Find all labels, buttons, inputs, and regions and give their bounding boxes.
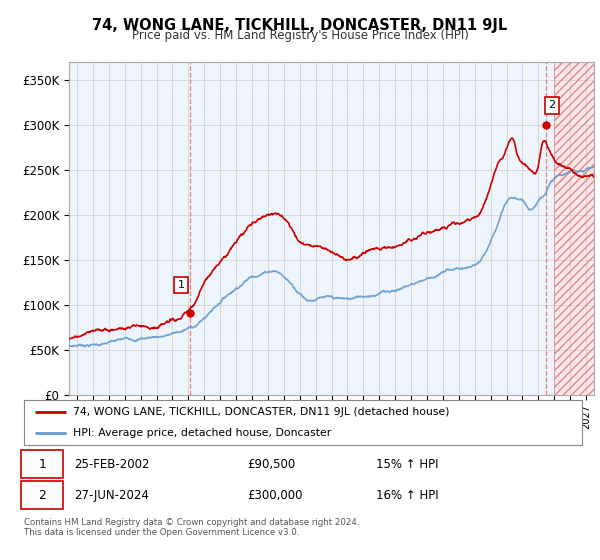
Text: HPI: Average price, detached house, Doncaster: HPI: Average price, detached house, Donc… <box>73 428 331 438</box>
Text: 1: 1 <box>178 280 185 290</box>
Text: Price paid vs. HM Land Registry's House Price Index (HPI): Price paid vs. HM Land Registry's House … <box>131 29 469 42</box>
Text: £90,500: £90,500 <box>247 458 295 470</box>
Text: 25-FEB-2002: 25-FEB-2002 <box>74 458 150 470</box>
Bar <box>554 62 594 395</box>
FancyBboxPatch shape <box>21 450 63 478</box>
Text: 2: 2 <box>38 488 46 502</box>
Text: 74, WONG LANE, TICKHILL, DONCASTER, DN11 9JL (detached house): 74, WONG LANE, TICKHILL, DONCASTER, DN11… <box>73 408 449 418</box>
Text: Contains HM Land Registry data © Crown copyright and database right 2024.
This d: Contains HM Land Registry data © Crown c… <box>24 518 359 538</box>
Text: 27-JUN-2024: 27-JUN-2024 <box>74 488 149 502</box>
Text: 15% ↑ HPI: 15% ↑ HPI <box>376 458 438 470</box>
Text: £300,000: £300,000 <box>247 488 303 502</box>
FancyBboxPatch shape <box>21 481 63 509</box>
Text: 1: 1 <box>38 458 46 470</box>
Text: 16% ↑ HPI: 16% ↑ HPI <box>376 488 438 502</box>
Text: 74, WONG LANE, TICKHILL, DONCASTER, DN11 9JL: 74, WONG LANE, TICKHILL, DONCASTER, DN11… <box>92 18 508 33</box>
Bar <box>554 62 594 395</box>
Text: 2: 2 <box>548 100 556 110</box>
